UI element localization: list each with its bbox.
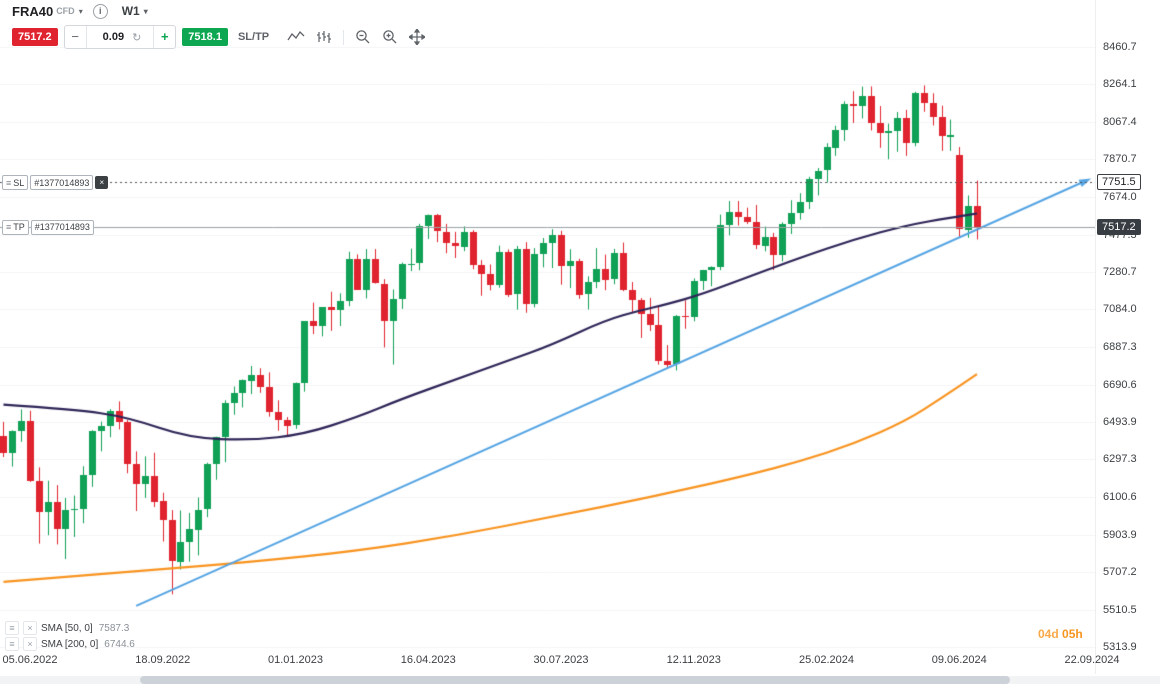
price-axis-tick: 7674.0 [1103,191,1137,203]
price-axis-tick: 6297.3 [1103,453,1137,466]
indicator-legend: ≡ × SMA [50, 0] 7587.3 ≡ × SMA [200, 0] … [5,620,135,652]
drag-handle-icon[interactable]: ≡ [5,637,19,651]
price-axis-tick: 6887.3 [1103,341,1137,353]
indicator-row: ≡ × SMA [50, 0] 7587.3 [5,620,135,636]
price-axis-tick: 7280.7 [1103,265,1137,278]
indicator-name: SMA [50, 0] [41,622,93,634]
price-axis-tick: 7084.0 [1103,303,1137,316]
indicator-name: SMA [200, 0] [41,638,99,650]
instrument-symbol[interactable]: FRA40 [12,3,54,19]
current-price-tag: 7517.2 [1097,218,1141,235]
time-axis-label: 05.06.2022 [2,654,58,666]
price-axis-tick: 8067.4 [1103,115,1137,128]
time-axis-label: 25.02.2024 [798,654,855,666]
zoom-in-icon[interactable] [382,29,398,45]
take-profit-order-id: #1377014893 [30,219,94,235]
close-icon[interactable]: × [23,637,37,651]
drag-handle-icon[interactable]: ≡ [5,621,19,635]
scrollbar-thumb[interactable] [140,676,1010,684]
time-axis-label: 09.06.2024 [931,654,987,666]
divider [343,29,345,45]
time-axis-label: 22.09.2024 [1064,654,1120,666]
price-axis-tick: 8264.1 [1103,78,1137,91]
price-axis-tick: 5510.5 [1103,603,1137,616]
stop-loss-text: SL [13,177,25,188]
price-axis-tick: 6100.6 [1103,491,1137,503]
instrument-type-label: CFD [56,6,75,16]
drag-handle-icon: ≡ [6,222,12,233]
price-axis-tick: 6690.6 [1103,378,1137,391]
sell-price-button[interactable]: 7517.2 [12,28,58,46]
time-axis[interactable]: 05.06.2022 18.09.2022 01.01.2023 16.04.2023… [0,654,1160,670]
quantity-value[interactable]: 0.09 [102,31,125,43]
zoom-out-icon[interactable] [355,29,371,45]
countdown-hours: 05h [1062,627,1083,641]
quantity-decrease-button[interactable]: − [65,26,87,48]
time-axis-label: 18.09.2022 [135,654,191,666]
price-axis-tick: 5313.9 [1103,641,1137,653]
order-panel: 7517.2 − 0.09 ↻ + 7518.1 SL/TP [12,25,426,49]
time-axis-label: 16.04.2023 [400,654,456,666]
indicator-value: 7587.3 [98,622,130,634]
horizontal-scrollbar[interactable] [0,676,1160,684]
price-axis-tick: 5707.2 [1103,566,1137,578]
chevron-down-icon[interactable]: ▾ [78,6,83,16]
info-icon[interactable]: i [92,3,108,19]
price-axis-tick: 7870.7 [1103,153,1137,166]
timeframe-value: W1 [121,4,140,18]
stop-loss-remove-chip[interactable]: × [95,176,109,190]
timeframe-select[interactable]: W1 ▾ [122,4,148,18]
price-axis-tick: 6493.9 [1103,416,1137,428]
take-profit-handle[interactable]: ≡ TP [2,219,29,235]
instrument-row: FRA40 CFD ▾ i W1 ▾ [12,2,425,20]
candle-countdown: 04d 05h [1038,627,1083,641]
time-axis-label: 30.07.2023 [533,654,589,666]
price-axis-tick: 8460.7 [1103,41,1137,53]
pan-move-icon[interactable] [409,29,426,45]
indicator-value: 6744.6 [104,638,135,650]
stop-loss-line-label[interactable]: ≡ SL #1377014893 × [2,175,109,191]
take-profit-line-label[interactable]: ≡ TP #1377014893 [2,219,94,235]
chart-tools [287,29,426,45]
quantity-increase-button[interactable]: + [153,26,175,48]
price-axis[interactable]: 8460.78264.18067.47870.77674.07477.37280… [1095,0,1160,674]
quantity-stepper: − 0.09 ↻ + [63,25,177,49]
take-profit-text: TP [13,222,25,233]
stop-loss-order-id: #1377014893 [30,175,94,191]
countdown-days: 04d [1038,627,1059,641]
toolbar: FRA40 CFD ▾ i W1 ▾ 7517.2 − 0.09 ↻ + 751… [12,2,426,49]
drag-handle-icon: ≡ [6,177,12,188]
stop-loss-handle[interactable]: ≡ SL [2,175,29,191]
price-axis-tick: 5903.9 [1103,528,1137,541]
time-axis-label: 12.11.2023 [666,654,721,666]
refresh-icon[interactable]: ↻ [132,31,142,44]
chevron-down-icon: ▾ [143,6,148,16]
close-icon[interactable]: × [23,621,37,635]
bar-chart-icon[interactable] [316,30,332,44]
line-chart-icon[interactable] [287,30,305,44]
buy-price-button[interactable]: 7518.1 [182,28,228,46]
sltp-button[interactable]: SL/TP [237,31,270,43]
time-axis-label: 01.01.2023 [267,654,324,666]
stop-loss-price-tag[interactable]: 7751.5 [1097,174,1141,191]
indicator-row: ≡ × SMA [200, 0] 6744.6 [5,636,135,652]
